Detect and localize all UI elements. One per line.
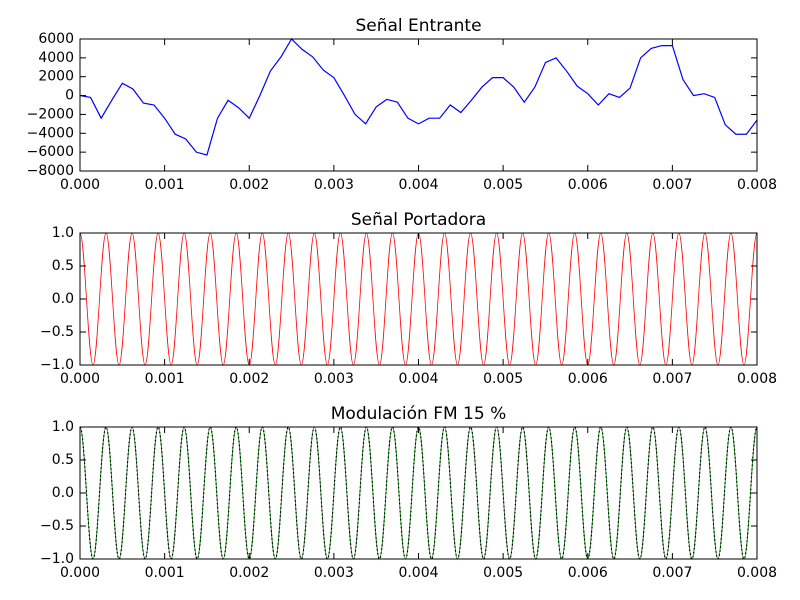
x-tick-label: 0.003: [314, 565, 354, 581]
x-tick-label: 0.008: [737, 177, 777, 193]
y-tick-label: 1.0: [52, 419, 74, 435]
y-tick-label: 6000: [38, 31, 74, 47]
y-tick-label: 0.0: [52, 485, 74, 501]
x-tick-label: 0.005: [483, 565, 523, 581]
x-tick-label: 0.002: [229, 565, 269, 581]
x-tick-label: 0.000: [60, 371, 100, 387]
x-tick-label: 0.002: [229, 371, 269, 387]
plot-frame: [79, 38, 758, 172]
x-tick-label: 0.005: [483, 177, 523, 193]
x-tick-label: 0.003: [314, 371, 354, 387]
plot-frame: [79, 426, 758, 560]
plot-frame: [79, 232, 758, 366]
y-tick-label: 0: [65, 88, 74, 104]
x-tick-label: 0.001: [145, 177, 185, 193]
x-tick-label: 0.006: [568, 565, 608, 581]
x-tick-label: 0.004: [398, 371, 438, 387]
y-tick-label: −0.5: [40, 518, 74, 534]
x-tick-label: 0.005: [483, 371, 523, 387]
x-tick-label: 0.007: [652, 177, 692, 193]
chart-title: Señal Entrante: [355, 16, 481, 36]
x-tick-label: 0.007: [652, 565, 692, 581]
x-tick-label: 0.000: [60, 177, 100, 193]
y-tick-label: −4000: [27, 125, 74, 141]
y-tick-label: 1.0: [52, 225, 74, 241]
y-tick-label: 0.5: [52, 452, 74, 468]
x-tick-label: 0.008: [737, 565, 777, 581]
y-tick-label: −8000: [27, 163, 74, 179]
y-tick-label: −0.5: [40, 324, 74, 340]
series-line: [79, 38, 758, 156]
x-tick-label: 0.003: [314, 177, 354, 193]
x-tick-label: 0.002: [229, 177, 269, 193]
series-line: [79, 426, 758, 560]
x-tick-label: 0.008: [737, 371, 777, 387]
x-tick-label: 0.007: [652, 371, 692, 387]
x-tick-label: 0.006: [568, 177, 608, 193]
x-tick-label: 0.006: [568, 371, 608, 387]
y-tick-label: 0.5: [52, 258, 74, 274]
series-line: [79, 426, 758, 560]
chart-title: Modulación FM 15 %: [331, 404, 506, 424]
chart-title: Señal Portadora: [351, 210, 486, 230]
x-tick-label: 0.004: [398, 565, 438, 581]
y-tick-label: −1.0: [40, 357, 74, 373]
y-tick-label: −6000: [27, 144, 74, 160]
y-tick-label: 0.0: [52, 291, 74, 307]
x-tick-label: 0.001: [145, 371, 185, 387]
y-tick-label: −1.0: [40, 551, 74, 567]
x-tick-label: 0.000: [60, 565, 100, 581]
y-tick-label: 2000: [38, 69, 74, 85]
y-tick-label: −2000: [27, 106, 74, 122]
y-tick-label: 4000: [38, 50, 74, 66]
series-line: [79, 232, 758, 366]
x-tick-label: 0.001: [145, 565, 185, 581]
x-tick-label: 0.004: [398, 177, 438, 193]
